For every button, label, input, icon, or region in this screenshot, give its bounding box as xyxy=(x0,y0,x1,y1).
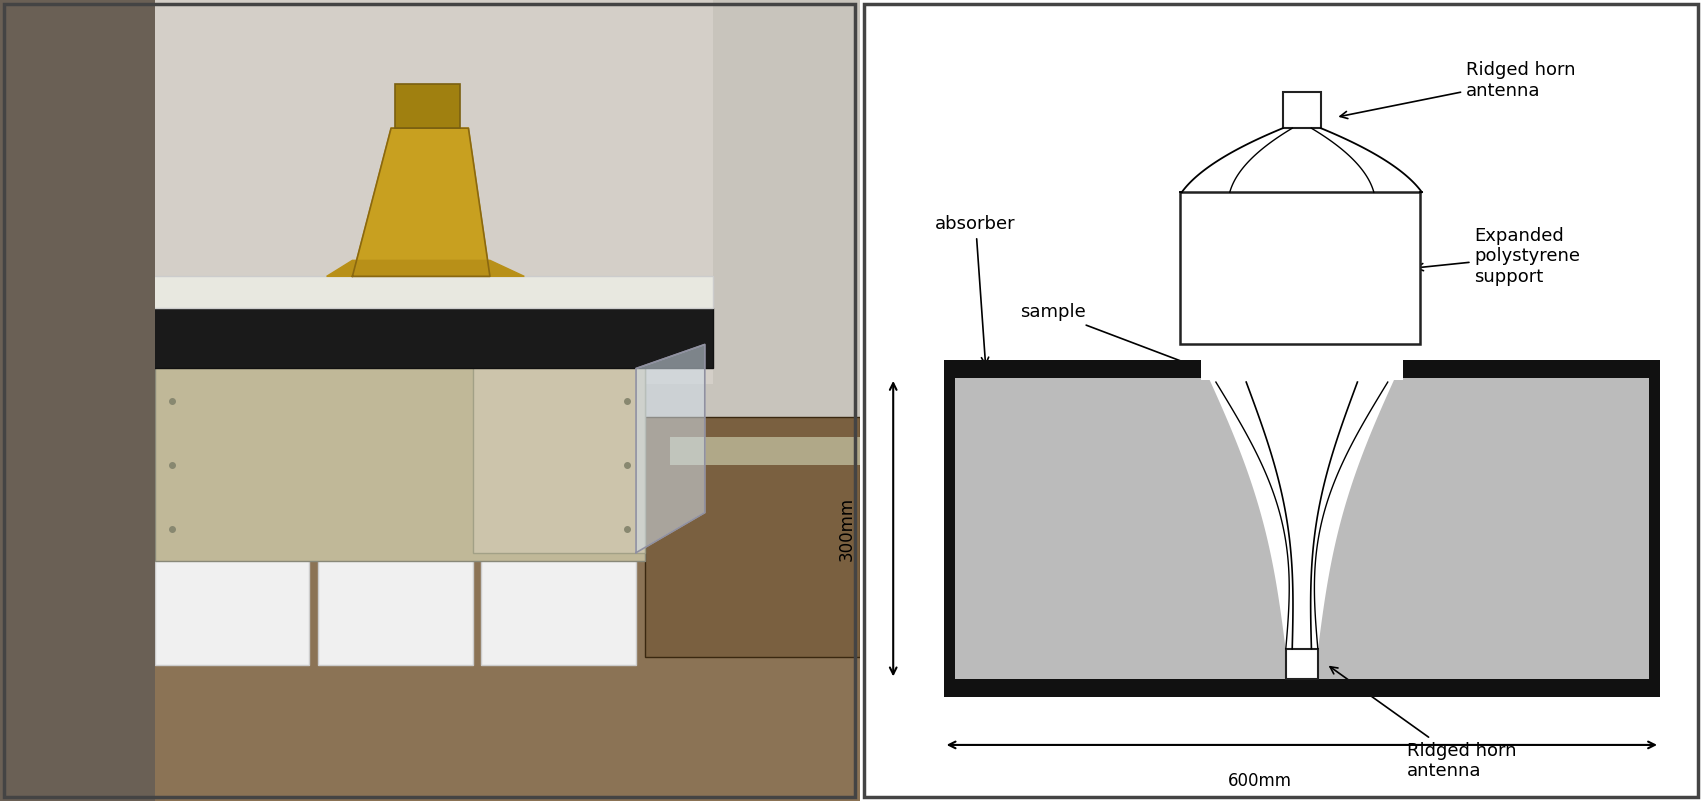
FancyBboxPatch shape xyxy=(0,417,189,657)
Text: 600mm: 600mm xyxy=(1227,772,1292,790)
FancyBboxPatch shape xyxy=(1283,92,1321,128)
FancyBboxPatch shape xyxy=(146,308,713,368)
FancyBboxPatch shape xyxy=(943,679,1659,697)
Polygon shape xyxy=(327,260,524,276)
Polygon shape xyxy=(1200,360,1402,650)
Text: Expanded
polystyrene
support: Expanded polystyrene support xyxy=(1416,227,1581,286)
FancyBboxPatch shape xyxy=(0,465,860,801)
Text: absorber: absorber xyxy=(936,215,1016,364)
Text: sample: sample xyxy=(1019,304,1222,377)
FancyBboxPatch shape xyxy=(0,0,860,801)
FancyBboxPatch shape xyxy=(671,437,860,465)
FancyBboxPatch shape xyxy=(1285,649,1317,679)
FancyBboxPatch shape xyxy=(155,553,310,665)
FancyBboxPatch shape xyxy=(318,553,473,665)
Text: 300mm: 300mm xyxy=(837,497,856,561)
FancyBboxPatch shape xyxy=(395,84,460,128)
Polygon shape xyxy=(352,128,490,276)
FancyBboxPatch shape xyxy=(146,276,713,308)
FancyBboxPatch shape xyxy=(0,0,155,801)
FancyBboxPatch shape xyxy=(1179,192,1419,344)
FancyBboxPatch shape xyxy=(473,360,645,553)
FancyBboxPatch shape xyxy=(0,0,860,465)
FancyBboxPatch shape xyxy=(943,360,955,697)
Text: Ridged horn
antenna: Ridged horn antenna xyxy=(1329,666,1516,780)
Text: Ridged horn
antenna: Ridged horn antenna xyxy=(1339,61,1576,119)
FancyBboxPatch shape xyxy=(1649,360,1659,697)
Polygon shape xyxy=(637,344,705,553)
FancyBboxPatch shape xyxy=(155,0,713,384)
FancyBboxPatch shape xyxy=(943,360,1659,378)
FancyBboxPatch shape xyxy=(943,360,1659,697)
FancyBboxPatch shape xyxy=(482,553,637,665)
FancyBboxPatch shape xyxy=(1200,358,1402,380)
FancyBboxPatch shape xyxy=(155,352,645,561)
FancyBboxPatch shape xyxy=(645,417,860,657)
